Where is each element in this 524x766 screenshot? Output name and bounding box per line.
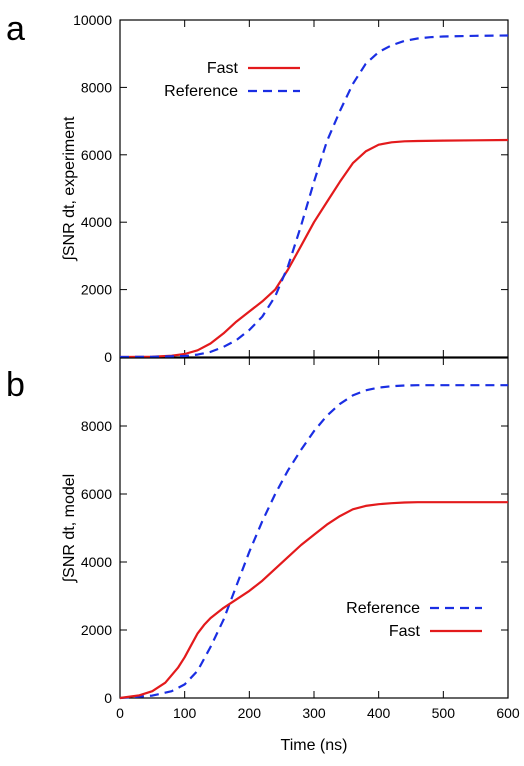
y-tick-label: 6000 [81, 486, 112, 502]
y-axis-label: ∫SNR dt, model [61, 474, 78, 583]
x-tick-label: 600 [496, 705, 520, 721]
series-line-reference [119, 34, 509, 359]
legend-label-reference: Reference [346, 600, 420, 617]
legend-label-fast: Fast [389, 623, 421, 640]
legend-label-fast: Fast [207, 60, 239, 77]
y-tick-label: 6000 [81, 147, 112, 163]
y-tick-label: 4000 [81, 214, 112, 230]
y-tick-label: 4000 [81, 554, 112, 570]
x-tick-label: 500 [432, 705, 456, 721]
x-axis-label: Time (ns) [281, 737, 348, 754]
y-tick-label: 8000 [81, 418, 112, 434]
y-tick-label: 0 [104, 349, 112, 365]
panel-letter: b [6, 366, 25, 404]
y-axis-label: ∫SNR dt, experiment [61, 116, 78, 262]
series-line-reference [119, 384, 508, 700]
series-line-fast [119, 501, 508, 700]
x-tick-label: 200 [238, 705, 262, 721]
panel-a: 0 2000 4000 6000 8000 10000 ∫SNR dt, experimen… [6, 10, 509, 365]
x-tick-label: 100 [173, 705, 197, 721]
x-tick-label: 400 [367, 705, 391, 721]
y-tick-label: 2000 [81, 282, 112, 298]
y-tick-label: 2000 [81, 622, 112, 638]
x-tick-label: 0 [116, 705, 124, 721]
y-tick-label: 10000 [73, 12, 112, 28]
x-tick-label: 300 [302, 705, 326, 721]
series-line-fast [119, 138, 509, 359]
plot-frame [119, 19, 509, 358]
legend-label-reference: Reference [164, 83, 238, 100]
panel-letter: a [6, 10, 25, 48]
y-tick-label: 8000 [81, 79, 112, 95]
plot-frame [119, 357, 509, 699]
panel-b: 0 2000 4000 6000 8000 0 100 200 300 400 500 600 ∫SNR… [6, 357, 520, 754]
y-tick-label: 0 [104, 690, 112, 706]
